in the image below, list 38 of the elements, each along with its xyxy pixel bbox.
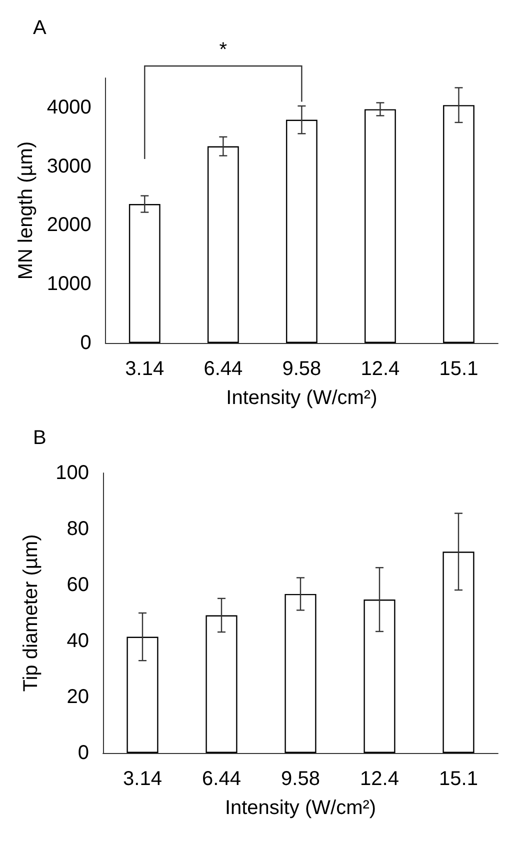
x-tick-label: 12.4 <box>360 358 400 380</box>
x-tick-label: 6.44 <box>202 768 241 790</box>
y-tick-label: 40 <box>66 630 89 652</box>
x-tick-label: 15.1 <box>439 358 478 380</box>
y-tick-label: 20 <box>66 686 89 708</box>
y-tick-label: 4000 <box>46 96 92 118</box>
x-tick-label: 3.14 <box>125 358 164 380</box>
y-tick-label: 100 <box>56 462 89 484</box>
y-axis-title: MN length (µm) <box>15 141 37 280</box>
x-axis-title: Intensity (W/cm²) <box>224 797 376 819</box>
bar <box>286 120 318 343</box>
bar <box>364 109 396 343</box>
x-tick-label: 6.44 <box>204 358 243 380</box>
y-tick-label: 1000 <box>46 273 92 296</box>
x-tick-label: 15.1 <box>439 768 478 790</box>
bar <box>284 594 316 753</box>
bar <box>126 636 158 753</box>
bar <box>443 105 474 343</box>
bar <box>128 204 160 343</box>
chart-title: B <box>33 427 46 449</box>
bar <box>364 600 396 753</box>
y-tick-label: 60 <box>66 574 89 596</box>
y-axis-title: Tip diameter (µm) <box>20 534 42 692</box>
bar <box>207 146 239 343</box>
x-tick-label: 12.4 <box>360 768 399 790</box>
x-axis-title: Intensity (W/cm²) <box>226 387 378 409</box>
x-tick-label: 3.14 <box>123 768 162 790</box>
x-tick-label: 9.58 <box>282 358 322 380</box>
y-tick-label: 0 <box>78 742 89 764</box>
chart-title: A <box>33 17 47 39</box>
y-tick-label: 3000 <box>46 155 92 178</box>
y-tick-label: 80 <box>66 518 89 540</box>
bar <box>442 552 474 753</box>
y-tick-label: 2000 <box>46 214 92 236</box>
y-tick-label: 0 <box>80 332 92 354</box>
x-tick-label: 9.58 <box>281 768 320 790</box>
bar <box>206 615 238 753</box>
text: * <box>219 39 228 61</box>
